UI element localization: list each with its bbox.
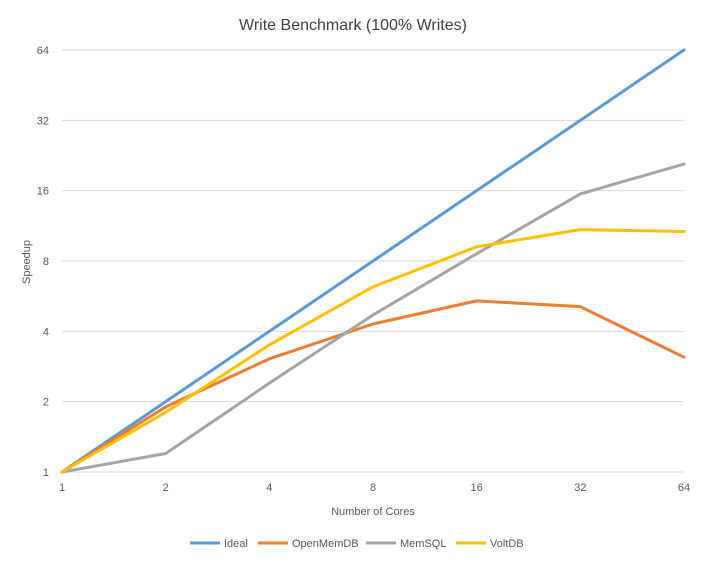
x-tick-label: 32: [574, 482, 586, 494]
x-tick-label: 1: [59, 482, 65, 494]
y-tick-label: 4: [43, 326, 49, 338]
y-tick-label: 64: [37, 45, 49, 57]
legend-label: VoltDB: [490, 538, 524, 550]
y-tick-label: 32: [37, 115, 49, 127]
x-tick-label: 2: [163, 482, 169, 494]
chart-title: Write Benchmark (100% Writes): [239, 17, 467, 34]
series-line-voltdb: [60, 228, 686, 474]
x-axis-ticks: 1 2 4 8 16 32 64: [59, 482, 690, 494]
series-line-memsql: [60, 162, 686, 474]
y-axis-label: Speedup: [21, 240, 33, 284]
legend-item-ideal: Ideal: [190, 538, 248, 550]
y-tick-label: 1: [43, 467, 49, 479]
legend-label: OpenMemDB: [292, 538, 359, 550]
x-tick-label: 8: [370, 482, 376, 494]
legend-label: Ideal: [224, 538, 248, 550]
x-tick-label: 16: [471, 482, 483, 494]
series-lines: [60, 48, 686, 474]
series-line-openmemdb: [60, 299, 686, 474]
y-tick-label: 2: [43, 397, 49, 409]
legend-item-voltdb: VoltDB: [456, 538, 524, 550]
y-tick-label: 8: [43, 256, 49, 268]
legend-label: MemSQL: [400, 538, 446, 550]
y-axis-ticks: 1 2 4 8 16 32 64: [37, 45, 49, 479]
legend: Ideal OpenMemDB MemSQL VoltDB: [190, 538, 524, 550]
series-line-ideal: [60, 48, 686, 474]
legend-item-memsql: MemSQL: [366, 538, 446, 550]
y-tick-label: 16: [37, 186, 49, 198]
x-tick-label: 64: [678, 482, 690, 494]
x-tick-label: 4: [266, 482, 272, 494]
x-axis-label: Number of Cores: [331, 506, 415, 518]
legend-item-openmemdb: OpenMemDB: [258, 538, 359, 550]
